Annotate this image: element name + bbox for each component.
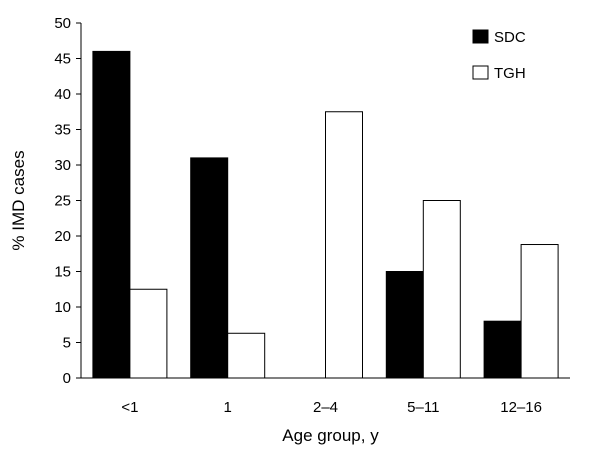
legend-swatch-tgh xyxy=(472,65,489,80)
legend-label-tgh: TGH xyxy=(494,65,526,82)
x-tick-label: 5–11 xyxy=(407,399,439,416)
bar-tgh xyxy=(520,244,559,379)
y-tick-label: 50 xyxy=(54,15,71,32)
legend: SDC TGH xyxy=(472,29,526,82)
y-tick-label: 40 xyxy=(54,86,71,103)
y-axis-title: % IMD cases xyxy=(9,150,28,250)
legend-label-sdc: SDC xyxy=(494,29,526,46)
y-tick-label: 5 xyxy=(63,335,71,352)
y-tick-label: 45 xyxy=(54,51,71,68)
y-axis-ticks xyxy=(76,22,81,379)
x-tick-label: 2–4 xyxy=(313,399,338,416)
bar-sdc xyxy=(190,157,229,379)
x-axis-tick-labels: <1 1 2–4 5–11 12–16 xyxy=(121,399,542,416)
y-tick-label: 25 xyxy=(54,193,71,210)
y-axis-tick-labels: 0 5 10 15 20 25 30 35 40 45 50 xyxy=(54,15,71,387)
y-tick-label: 10 xyxy=(54,299,71,316)
bar-tgh xyxy=(129,288,168,379)
x-tick-label: <1 xyxy=(121,399,138,416)
x-axis-title: Age group, y xyxy=(282,426,379,445)
y-tick-label: 35 xyxy=(54,122,71,139)
bar-sdc xyxy=(385,271,424,379)
bar-sdc xyxy=(92,50,131,379)
y-tick-label: 20 xyxy=(54,228,71,245)
bar-sdc xyxy=(483,320,522,379)
x-tick-label: 12–16 xyxy=(500,399,542,416)
legend-swatch-sdc xyxy=(472,29,489,44)
y-tick-label: 15 xyxy=(54,264,71,281)
y-tick-label: 30 xyxy=(54,157,71,174)
y-tick-label: 0 xyxy=(63,370,71,387)
bars xyxy=(92,50,559,379)
bar-tgh xyxy=(227,332,266,379)
x-tick-label: 1 xyxy=(224,399,232,416)
bar-tgh xyxy=(325,111,363,379)
bar-tgh xyxy=(422,200,461,379)
